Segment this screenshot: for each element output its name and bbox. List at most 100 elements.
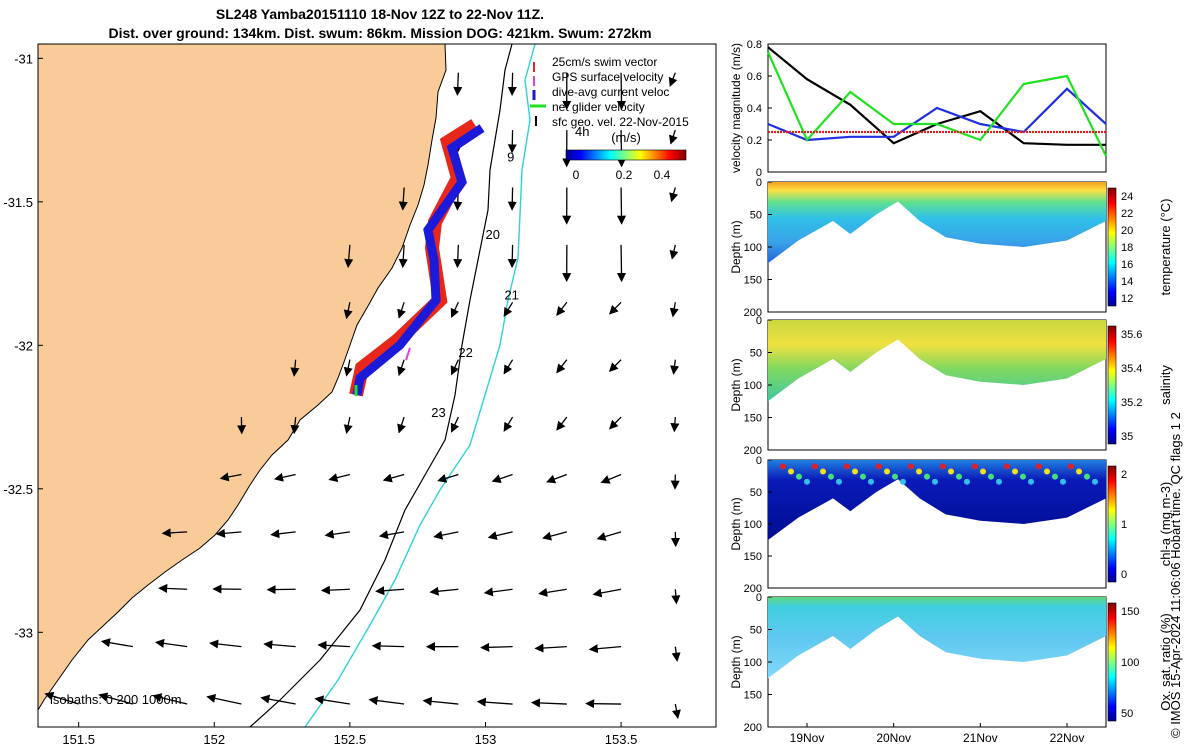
velocity-arrow (592, 588, 622, 598)
map-xtick-label: 153.5 (605, 732, 638, 747)
velocity-arrow (343, 359, 353, 377)
velocity-arrow (314, 695, 350, 705)
cbar-tick-label: 35.6 (1121, 329, 1142, 341)
velocity-arrow (616, 244, 627, 283)
velocity-arrow (669, 244, 679, 260)
map-ytick-label: -32.5 (3, 482, 33, 497)
velocity-arrow (382, 473, 405, 483)
chl-high-marker (1092, 478, 1098, 485)
day-label: 21 (504, 287, 518, 302)
velocity-arrow (450, 302, 460, 318)
profile-ytick-label: 50 (750, 210, 762, 222)
velocity-arrow (600, 473, 622, 484)
velocity-arrow (397, 302, 406, 319)
cbar-label: temperature (°C) (1158, 199, 1173, 296)
velocity-arrow (556, 359, 568, 374)
profile-ylabel: Depth (m) (729, 497, 743, 550)
map-xtick-label: 152.5 (334, 732, 367, 747)
chart-title-line1: SL248 Yamba20151110 18-Nov 12Z to 22-Nov… (215, 6, 545, 22)
velocity-arrow (343, 302, 353, 320)
chl-high-marker (956, 473, 962, 480)
velocity-arrow (100, 638, 134, 648)
profile-ytick-label: 0 (756, 177, 762, 189)
velocity-arrow (616, 187, 627, 225)
profile-data-field (768, 597, 1106, 679)
velocity-arrow (503, 416, 514, 432)
velocity-arrow (397, 416, 406, 434)
cbar-tick-label: 22 (1121, 208, 1133, 220)
chl-high-marker (964, 478, 970, 485)
chl-high-marker (828, 473, 834, 480)
profile-ylabel: Depth (m) (729, 358, 743, 411)
vel-series-blue (767, 87, 1107, 142)
velocity-arrow (437, 473, 459, 483)
chl-high-marker (972, 463, 978, 470)
credit-text: © IMOS 15-Apr-2024 11:06:06 Hobart time.… (1168, 412, 1183, 738)
profile-ytick-label: 50 (750, 348, 762, 360)
velocity-arrow (152, 693, 188, 705)
velocity-arrow (668, 72, 678, 87)
chl-high-marker (1036, 463, 1042, 470)
velocity-arrow (671, 703, 681, 720)
velocity-arrow (480, 642, 513, 652)
chl-high-marker (940, 463, 946, 470)
velocity-arrow (290, 359, 300, 377)
velocity-arrow (507, 72, 517, 96)
velocity-arrow (588, 644, 622, 654)
date-tick-label: 21Nov (963, 731, 998, 745)
chl-high-marker (1020, 473, 1026, 480)
velocity-arrow (219, 472, 242, 482)
chl-high-marker (812, 463, 818, 470)
profile-ylabel: Depth (m) (729, 635, 743, 688)
velocity-arrow (433, 530, 459, 540)
velocity-arrow (483, 587, 513, 597)
velocity-arrow (608, 416, 622, 430)
velocity-arrow (263, 640, 296, 650)
map-xtick-label: 153 (475, 732, 497, 747)
cbar-tick-label: 35.2 (1121, 397, 1142, 409)
velocity-arrow (375, 586, 405, 596)
velocity-arrow (503, 301, 514, 318)
chl-high-marker (844, 463, 850, 470)
chl-high-marker (908, 463, 914, 470)
velocity-arrow (507, 244, 517, 269)
profile-ytick-label: 200 (744, 307, 762, 319)
profile-ytick-label: 100 (744, 380, 762, 392)
velocity-arrow (507, 130, 517, 154)
velocity-arrow (450, 359, 460, 376)
profile-ytick-label: 200 (744, 722, 762, 734)
day-label: 9 (507, 150, 514, 165)
velocity-arrow (397, 359, 406, 377)
velocity-arrow (270, 529, 296, 539)
velocity-arrow (487, 531, 513, 541)
velocity-arrow (534, 643, 567, 653)
map-ytick-label: -31.5 (3, 195, 33, 210)
day-label: 20 (485, 227, 499, 242)
cbar-tick-label: 14 (1121, 276, 1133, 288)
velocity-arrow (378, 530, 405, 540)
date-tick-label: 20Nov (876, 731, 911, 745)
cbar-tick-label: 0 (1121, 569, 1127, 581)
track-day-labels: 4h 9 20 21 22 23 (431, 124, 589, 420)
profile-ytick-label: 150 (744, 275, 762, 287)
velocity-arrow (669, 187, 679, 203)
legend-label-geo: sfc geo. vel. 22-Nov-2015 (552, 115, 689, 129)
cbar-tick-label: 18 (1121, 242, 1133, 254)
chl-high-marker (892, 473, 898, 480)
legend-label-swim: 25cm/s swim vector (552, 55, 657, 69)
chl-high-marker (796, 473, 802, 480)
cbar-tick-label: 50 (1121, 708, 1133, 720)
velocity-arrow (398, 244, 408, 269)
velocity-arrow (670, 417, 680, 433)
velocity-arrow (507, 187, 517, 211)
velocity-arrow (161, 528, 188, 538)
velocity-arrow (546, 473, 568, 484)
profile-colorbar (1107, 602, 1117, 722)
profile-colorbar (1107, 187, 1117, 307)
profile-ytick-label: 150 (744, 551, 762, 563)
cbar-tick-label: 35.4 (1121, 363, 1142, 375)
profile-data-field (768, 320, 1106, 402)
cbar-tick-label: 12 (1121, 293, 1133, 305)
velocity-arrow (503, 359, 514, 375)
chl-high-marker (900, 478, 906, 485)
